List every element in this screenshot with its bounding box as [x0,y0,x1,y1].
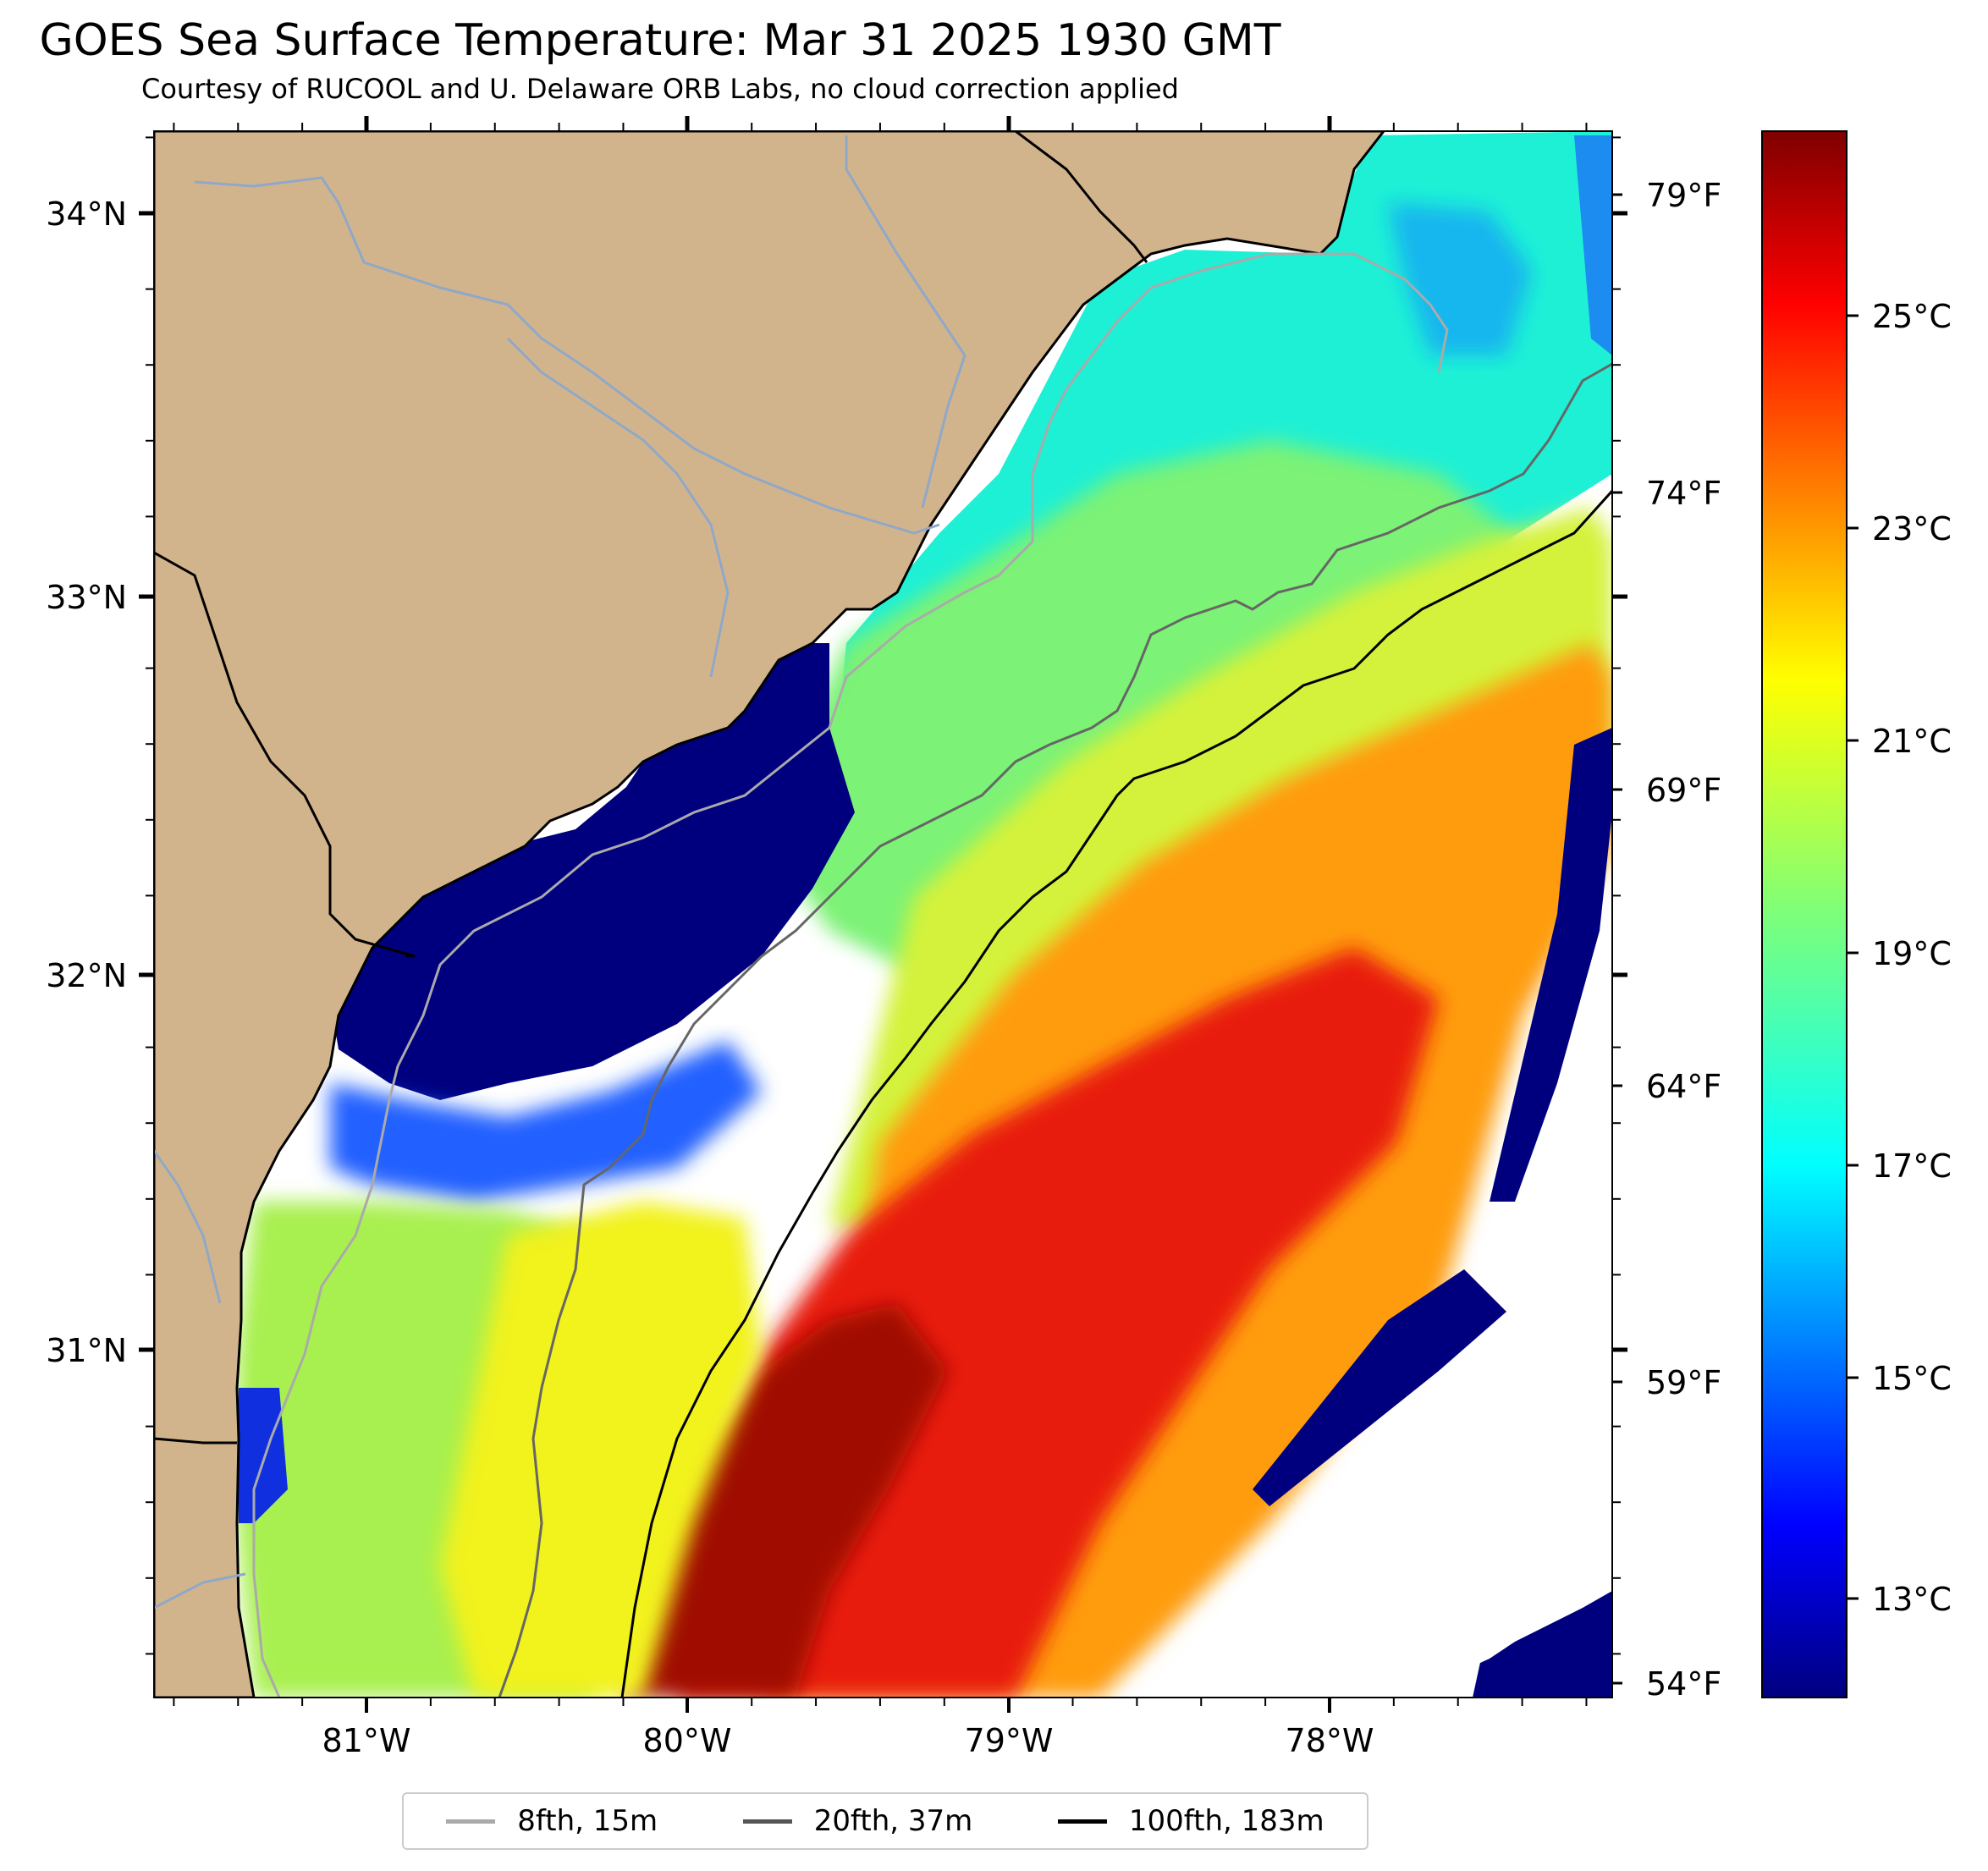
lat-tick-label: 34°N [46,195,127,233]
fahrenheit-tick-label: 69°F [1646,772,1721,809]
legend-item-100fth: 100fth, 183m [1057,1804,1324,1838]
axis-ticks [139,116,1627,1713]
state-boundary-north [1015,131,1148,263]
legend-label: 20fth, 37m [813,1804,973,1838]
colorbar-ticks [1847,314,1859,1600]
celsius-tick-label: 19°C [1872,935,1952,972]
legend-swatch-8fth [446,1819,496,1824]
celsius-tick-label: 17°C [1872,1147,1952,1185]
celsius-tick-label: 21°C [1872,723,1952,760]
lon-tick-label: 78°W [1286,1722,1374,1759]
lon-tick-label: 80°W [643,1722,732,1759]
legend-item-8fth: 8fth, 15m [446,1804,658,1838]
map-area [154,131,1612,1698]
sst-blue-southwest-coastal [239,1388,288,1523]
minor-ticks [146,123,1621,1706]
sst-field [237,131,1612,1698]
legend-label: 100fth, 183m [1128,1804,1324,1838]
no-data-southeast [1354,1168,1612,1698]
sst-lightblue-north [1388,203,1532,355]
celsius-tick-label: 15°C [1872,1360,1952,1397]
sst-darkblue-coastal [330,643,855,1100]
fahrenheit-tick-label: 79°F [1646,177,1721,214]
fahrenheit-tick-label: 54°F [1646,1665,1721,1703]
lon-tick-label: 81°W [322,1722,411,1759]
celsius-tick-label: 13°C [1872,1581,1952,1618]
land-mass [154,131,1385,1698]
sst-yellow-southwest [440,1202,762,1698]
sst-darkblue-southeast [1253,1269,1506,1506]
fahrenheit-tick-label: 74°F [1646,475,1721,512]
map-subtitle: Courtesy of RUCOOL and U. Delaware ORB L… [141,73,1179,105]
map-frame [153,130,1613,1698]
fahrenheit-tick-label: 64°F [1646,1068,1721,1105]
lat-tick-label: 31°N [46,1332,127,1369]
sst-blue-north-edge [1574,135,1612,355]
sst-darkblue-east [1490,728,1612,1202]
legend-label: 8fth, 15m [517,1804,658,1838]
contour-legend: 8fth, 15m 20fth, 37m 100fth, 183m [402,1792,1368,1850]
state-boundary-south [154,1437,237,1445]
lon-tick-label: 79°W [965,1722,1054,1759]
legend-item-20fth: 20fth, 37m [742,1804,973,1838]
celsius-tick-label: 25°C [1872,298,1952,335]
contour-8fth [252,252,1449,1698]
legend-swatch-100fth [1057,1819,1107,1824]
sst-darkblue-southeast-2 [1473,1591,1612,1698]
contour-20fth [498,362,1612,1698]
fahrenheit-axis [1612,193,1622,1685]
legend-swatch-20fth [742,1819,792,1824]
sst-green-mid [762,440,1523,982]
state-boundary [154,551,416,958]
rivers [154,135,966,1610]
lat-tick-label: 33°N [46,579,127,616]
fahrenheit-tick-label: 59°F [1646,1364,1721,1401]
sst-darkred-core [626,1303,948,1698]
map-title: GOES Sea Surface Temperature: Mar 31 202… [39,15,1281,66]
lat-tick-label: 32°N [46,957,127,994]
colorbar [1761,130,1848,1698]
sst-blue-fringe [330,1041,762,1202]
contour-100fth [620,489,1612,1698]
celsius-tick-label: 23°C [1872,510,1952,548]
